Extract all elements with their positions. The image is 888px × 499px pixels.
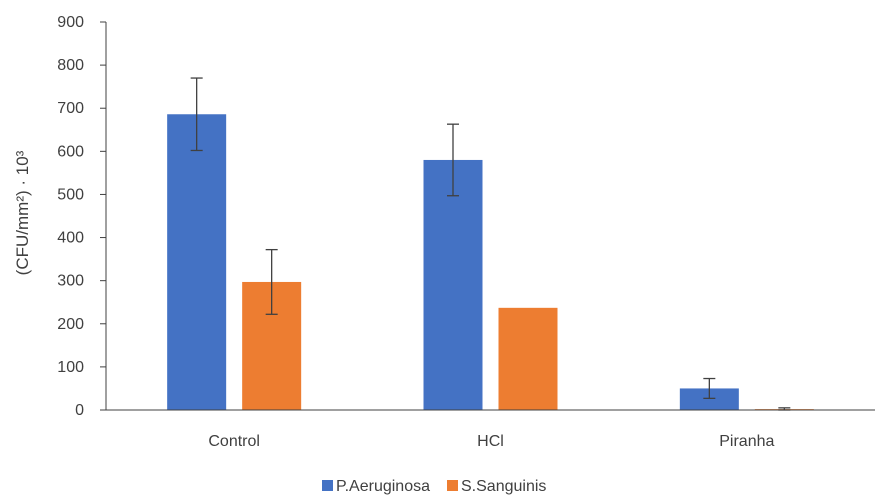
y-tick-label: 600 <box>57 143 84 160</box>
bar <box>167 114 227 410</box>
legend-label: P.Aeruginosa <box>336 478 430 495</box>
bar <box>679 388 739 410</box>
y-axis-title: (CFU/mm²) · 10³ <box>13 150 32 275</box>
y-tick-label: 400 <box>57 230 84 247</box>
y-tick-label: 300 <box>57 273 84 290</box>
legend-swatch <box>447 480 458 491</box>
legend: P.Aeruginosa S.Sanguinis <box>322 478 546 495</box>
x-tick-label: Piranha <box>719 433 774 450</box>
y-tick-label: 800 <box>57 57 84 74</box>
x-tick-label: Control <box>208 433 260 450</box>
y-tick-label: 0 <box>75 402 84 419</box>
legend-swatch <box>322 480 333 491</box>
x-axis: Control HCl Piranha <box>106 409 875 450</box>
y-tick-label: 900 <box>57 14 84 31</box>
y-tick-label: 100 <box>57 359 84 376</box>
y-tick-label: 200 <box>57 316 84 333</box>
y-axis: 0 100 200 300 400 500 600 700 800 900 <box>57 14 107 419</box>
bar <box>498 307 558 410</box>
y-tick-label: 700 <box>57 100 84 117</box>
y-tick-label: 500 <box>57 186 84 203</box>
bars <box>167 114 814 410</box>
x-tick-label: HCl <box>477 433 504 450</box>
legend-label: S.Sanguinis <box>461 478 546 495</box>
bar <box>423 159 483 410</box>
